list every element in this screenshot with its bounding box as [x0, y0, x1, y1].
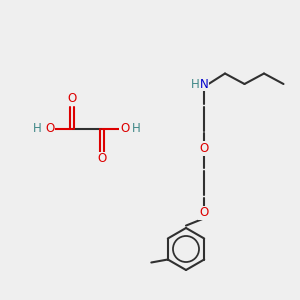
Text: O: O [45, 122, 54, 136]
Text: O: O [98, 152, 106, 166]
Text: H: H [191, 77, 200, 91]
Text: O: O [200, 206, 208, 220]
Text: O: O [200, 142, 208, 155]
Text: O: O [68, 92, 76, 106]
Text: H: H [33, 122, 42, 136]
Text: O: O [120, 122, 129, 136]
Text: H: H [132, 122, 141, 136]
Text: N: N [200, 77, 208, 91]
